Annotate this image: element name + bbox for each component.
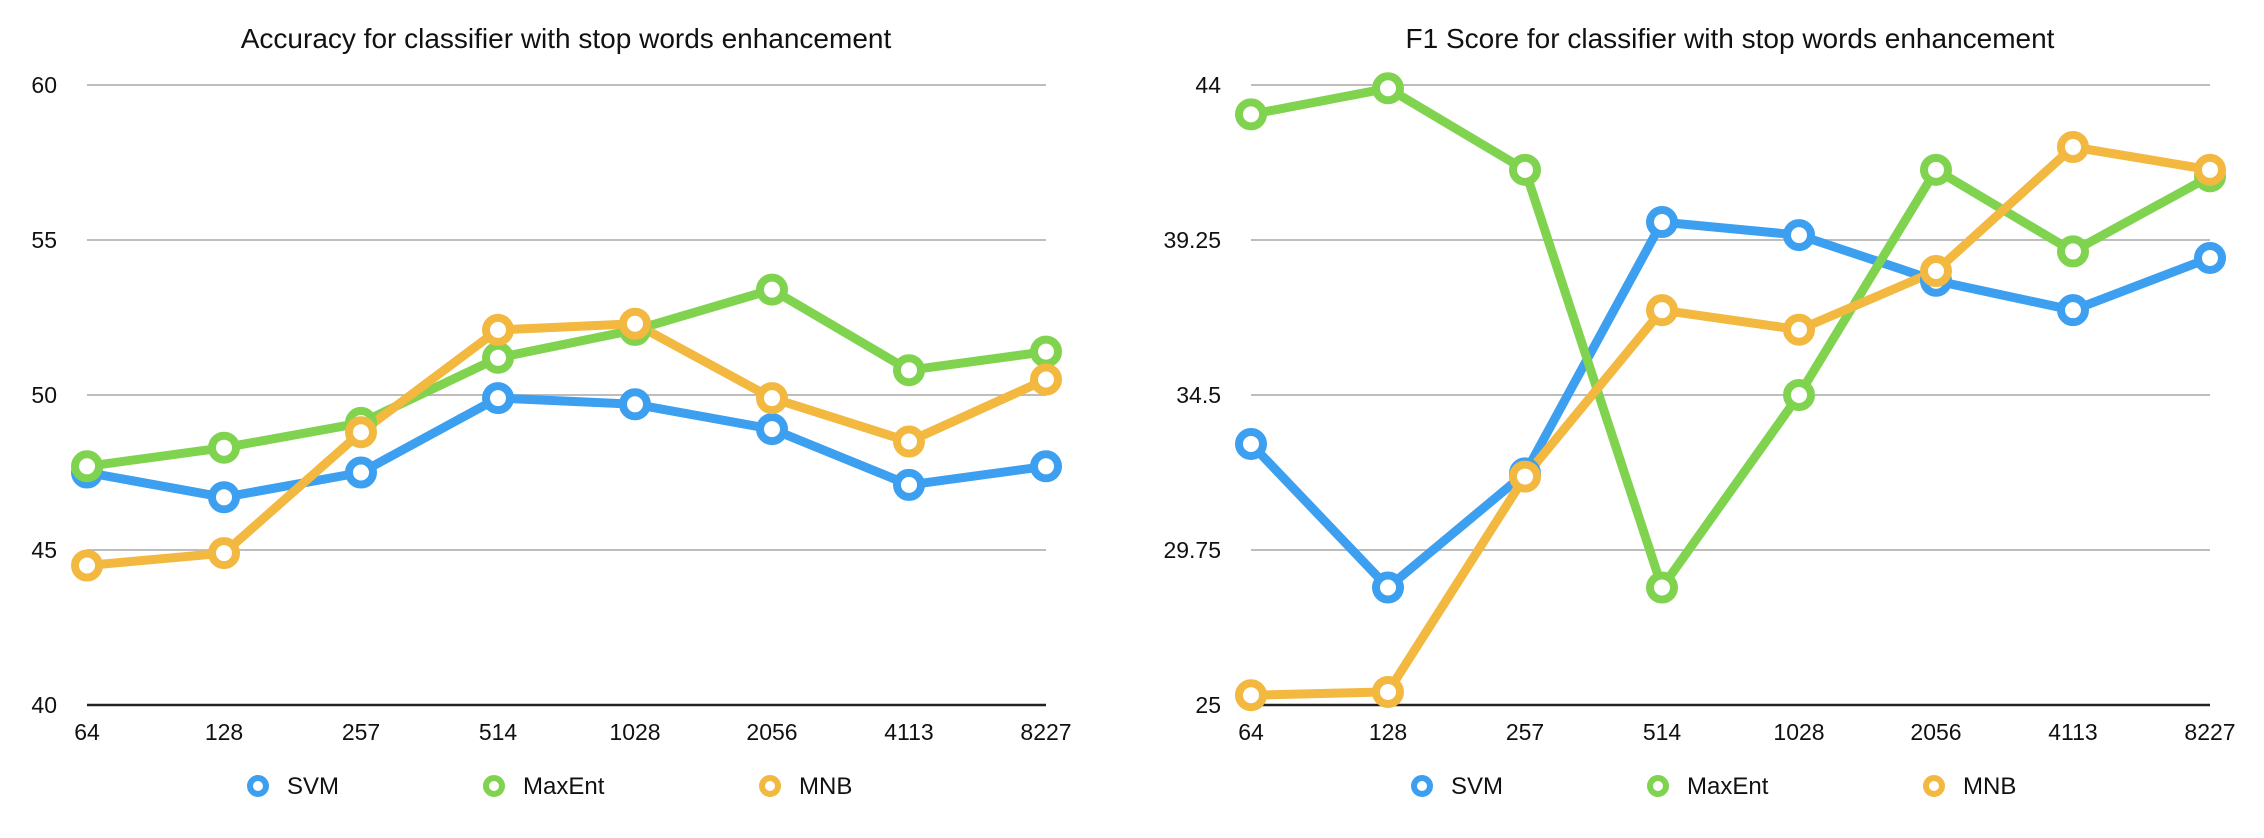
chart2-point-mnb xyxy=(1920,255,1952,287)
chart1-legend-marker-mnb xyxy=(759,775,781,797)
chart1-x-tick-label: 2056 xyxy=(746,719,797,745)
chart2-x-tick-label: 257 xyxy=(1506,719,1544,745)
chart2-title: F1 Score for classifier with stop words … xyxy=(1406,23,2055,54)
chart2-series-line-mnb xyxy=(1246,142,2215,700)
chart1-legend-label-svm: SVM xyxy=(287,773,339,800)
chart2-point-maxent xyxy=(1372,72,1404,105)
chart1-point-mnb xyxy=(893,425,925,458)
chart2-y-tick-label: 29.75 xyxy=(1163,537,1221,563)
chart1-y-tick-label: 40 xyxy=(31,692,57,718)
chart2-x-tick-label: 64 xyxy=(1238,719,1264,745)
chart2-x-tick-label: 1028 xyxy=(1773,719,1824,745)
chart2-point-mnb xyxy=(1509,460,1541,493)
chart2-y-tick-label: 25 xyxy=(1195,692,1221,718)
chart2-point-svm xyxy=(1646,206,1678,239)
chart1-title: Accuracy for classifier with stop words … xyxy=(241,23,892,54)
chart1-point-svm xyxy=(1030,450,1062,483)
chart1-legend-marker-svm xyxy=(247,775,269,797)
chart1-point-maxent xyxy=(756,273,788,306)
chart2-x-tick-label: 2056 xyxy=(1910,719,1961,745)
chart1-point-mnb xyxy=(482,313,514,346)
chart1-point-maxent xyxy=(482,341,514,374)
chart2-y-tick-label: 34.5 xyxy=(1176,382,1221,408)
chart2-point-maxent xyxy=(2057,235,2089,268)
chart2-x-tick-label: 8227 xyxy=(2184,719,2235,745)
chart1-point-svm xyxy=(482,382,514,415)
chart1-legend-label-mnb: MNB xyxy=(799,773,852,800)
chart1-point-svm xyxy=(208,481,240,514)
chart2-legend-marker-svm xyxy=(1411,775,1433,797)
chart1-point-mnb xyxy=(208,537,240,570)
chart2-point-svm xyxy=(2057,294,2089,327)
chart1-point-maxent xyxy=(208,431,240,464)
chart2-x-tick-label: 128 xyxy=(1369,719,1407,745)
chart2-point-mnb xyxy=(1783,313,1815,346)
chart2-point-maxent xyxy=(1235,98,1267,131)
chart1-legend-label-maxent: MaxEnt xyxy=(523,773,605,800)
chart1-point-svm xyxy=(893,468,925,501)
chart2-point-mnb xyxy=(1235,679,1267,712)
chart1-series-line-svm xyxy=(82,393,1051,502)
chart2-point-maxent xyxy=(1783,379,1815,411)
chart2-point-mnb xyxy=(1372,675,1404,708)
chart2-point-svm xyxy=(2194,241,2226,274)
chart1-x-tick-label: 128 xyxy=(205,719,243,745)
chart1-point-mnb xyxy=(619,307,651,340)
chart1-legend-marker-maxent xyxy=(483,775,505,797)
chart1-y-tick-label: 55 xyxy=(31,227,57,253)
chart2-point-svm xyxy=(1372,571,1404,604)
chart1-point-svm xyxy=(756,413,788,446)
chart1-point-svm xyxy=(619,388,651,421)
chart2-legend-label-mnb: MNB xyxy=(1963,773,2016,800)
chart2-point-maxent xyxy=(1509,153,1541,186)
chart1-x-tick-label: 64 xyxy=(74,719,100,745)
chart2-point-svm xyxy=(1783,219,1815,252)
chart2-point-maxent xyxy=(1920,153,1952,186)
chart2-point-svm xyxy=(1235,427,1267,460)
chart2-y-tick-label: 44 xyxy=(1195,72,1221,98)
chart2-legend-marker-maxent xyxy=(1647,775,1669,797)
chart1-point-svm xyxy=(345,456,377,489)
chart2-point-mnb xyxy=(2194,153,2226,186)
chart2-point-mnb xyxy=(1646,294,1678,327)
chart2-legend-marker-mnb xyxy=(1923,775,1945,797)
chart1-y-tick-label: 60 xyxy=(31,72,57,98)
chart1-y-tick-label: 50 xyxy=(31,382,57,408)
chart1-point-mnb xyxy=(1030,363,1062,396)
chart1-x-tick-label: 257 xyxy=(342,719,380,745)
chart1-x-tick-label: 4113 xyxy=(884,719,933,745)
chart2-x-tick-label: 514 xyxy=(1643,719,1682,745)
chart1-x-tick-label: 514 xyxy=(479,719,518,745)
chart1-point-maxent xyxy=(1030,335,1062,368)
chart2-series-line-maxent xyxy=(1246,83,2215,592)
chart2-point-maxent xyxy=(1646,571,1678,604)
chart2-legend-label-svm: SVM xyxy=(1451,773,1503,800)
chart1-y-tick-label: 45 xyxy=(31,537,57,563)
chart1-series-line-mnb xyxy=(82,319,1051,570)
chart1-x-tick-label: 8227 xyxy=(1020,719,1071,745)
chart1-point-mnb xyxy=(71,549,103,582)
chart2-point-mnb xyxy=(2057,131,2089,163)
chart1-point-mnb xyxy=(345,416,377,449)
chart1-series-line-maxent xyxy=(82,285,1051,471)
chart2-series-line-svm xyxy=(1246,217,2215,592)
chart1-point-maxent xyxy=(71,450,103,483)
chart1-x-tick-label: 1028 xyxy=(609,719,660,745)
chart2-x-tick-label: 4113 xyxy=(2048,719,2097,745)
chart2-legend-label-maxent: MaxEnt xyxy=(1687,773,1769,800)
chart2-y-tick-label: 39.25 xyxy=(1163,227,1221,253)
chart1-point-maxent xyxy=(893,354,925,387)
chart1-point-mnb xyxy=(756,382,788,415)
